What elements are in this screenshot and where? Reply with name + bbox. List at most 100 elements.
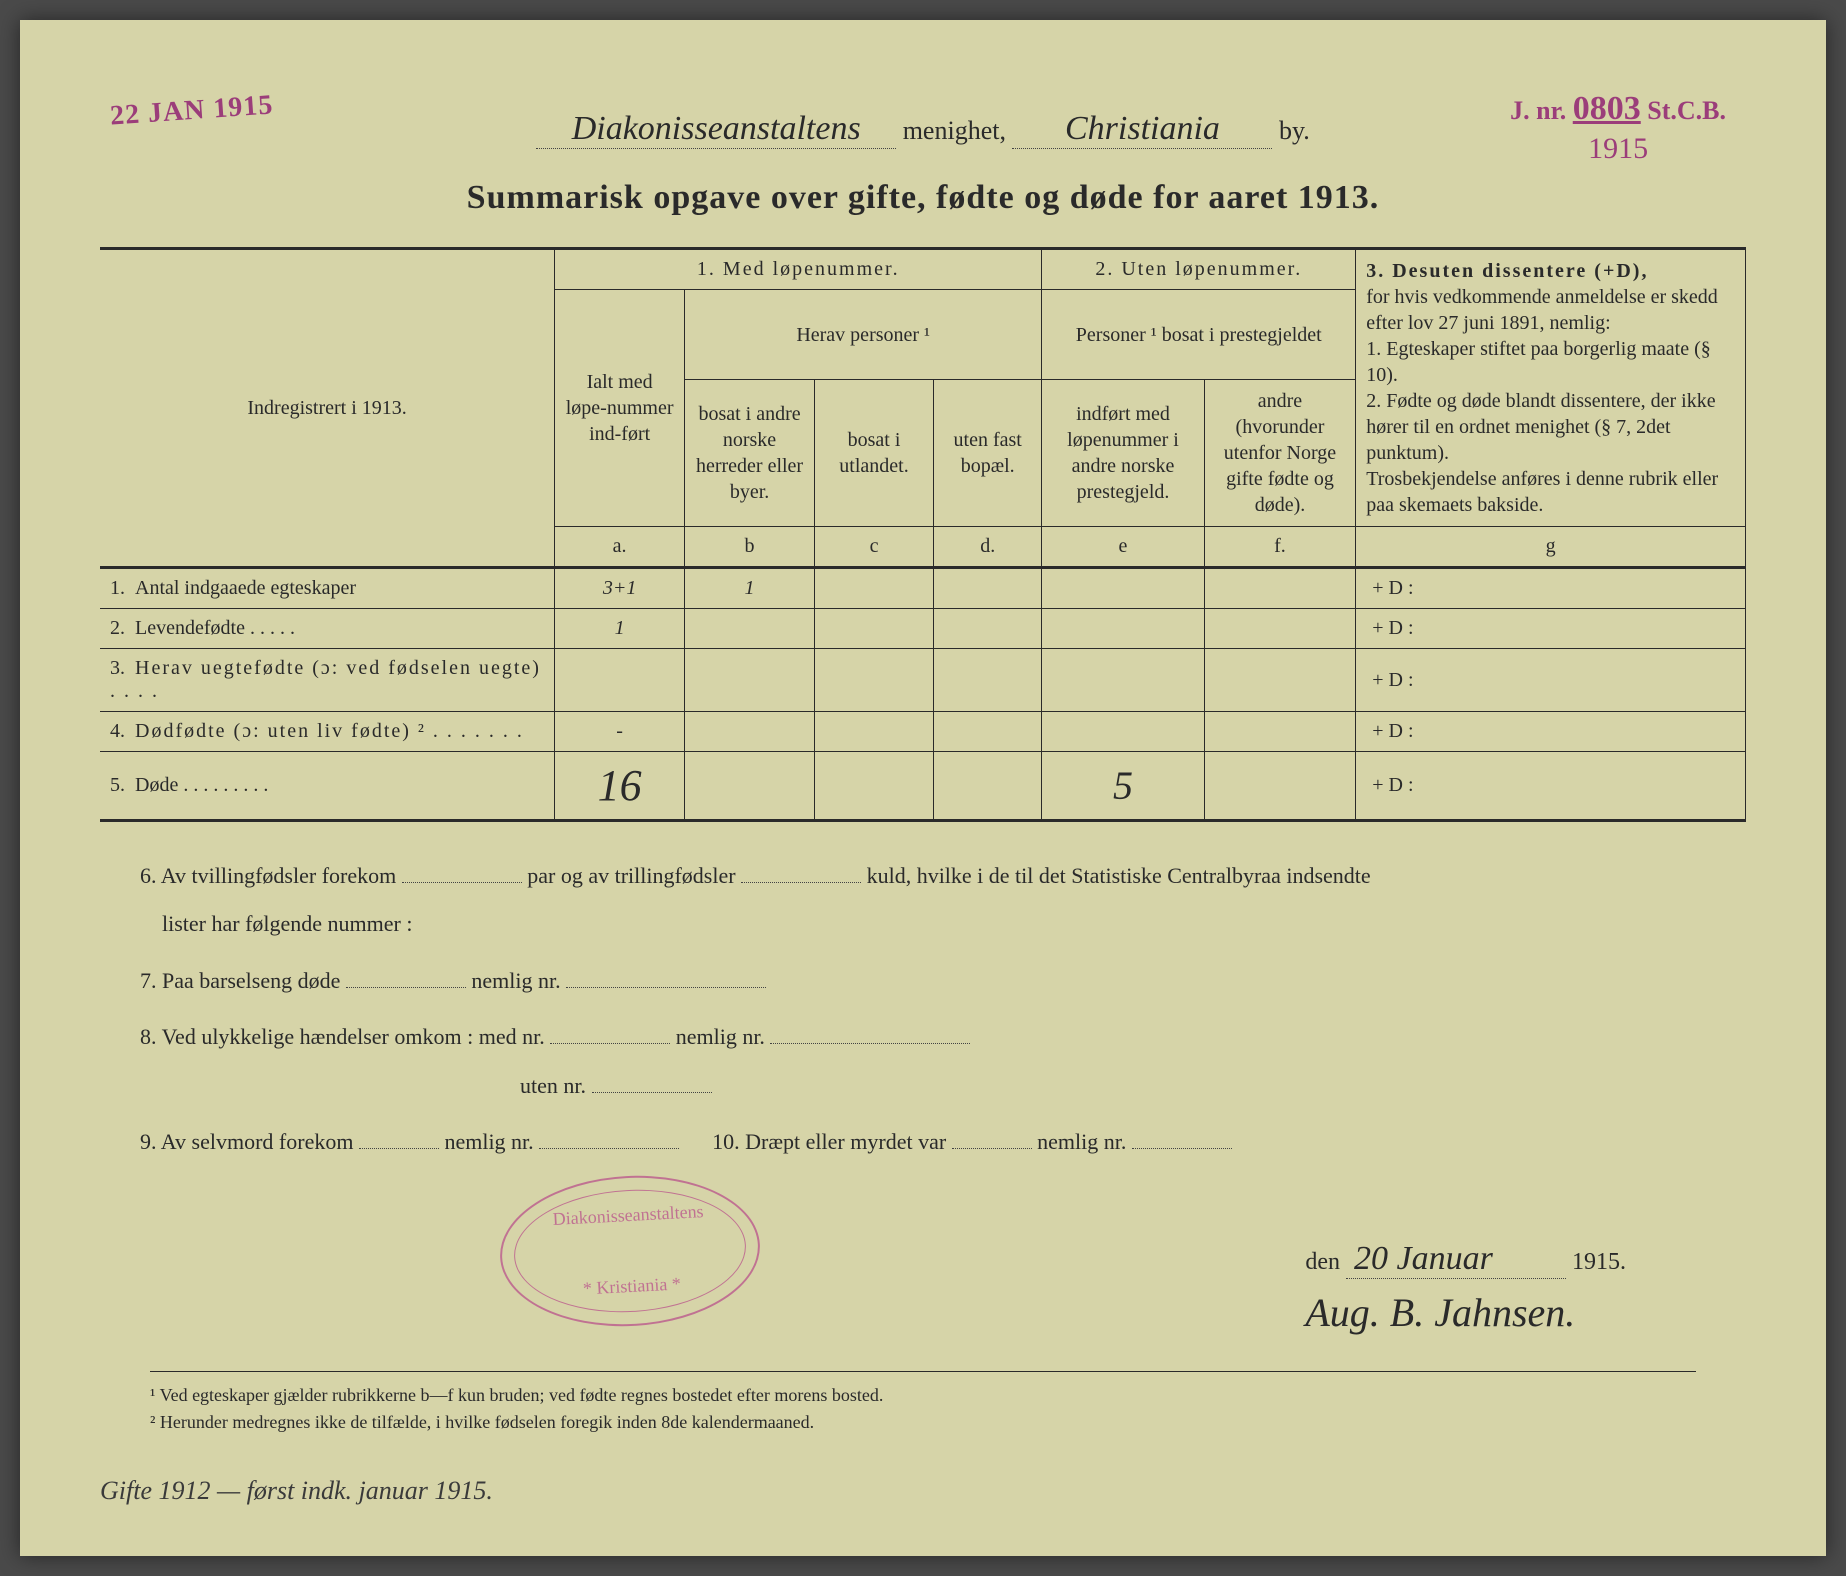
- blank-field: [741, 882, 861, 883]
- blank-field: [566, 987, 766, 988]
- signature-area: den 20 Januar 1915. Aug. B. Jahnsen.: [1305, 1240, 1626, 1336]
- footnotes: ¹ Ved egteskaper gjælder rubrikkerne b—f…: [150, 1371, 1696, 1436]
- cell-f: [1204, 712, 1356, 752]
- l8a: 8. Ved ulykkelige hændelser omkom : med …: [140, 1024, 545, 1049]
- table-row: 5. Døde . . . . . . . . . 16 5 + D :: [100, 752, 1746, 821]
- letter-c: c: [814, 527, 933, 568]
- letter-g: g: [1356, 527, 1746, 568]
- cell-a: -: [555, 712, 685, 752]
- row-num: 4.: [110, 720, 125, 742]
- cell-f: [1204, 609, 1356, 649]
- cell-c: [814, 649, 933, 712]
- letter-e: e: [1042, 527, 1204, 568]
- l6c: kuld, hvilke i de til det Statistiske Ce…: [867, 863, 1371, 888]
- blank-field: [346, 987, 466, 988]
- blank-field: [592, 1092, 712, 1093]
- nemlig-label: nemlig nr.: [676, 1024, 765, 1049]
- blank-field: [952, 1148, 1032, 1149]
- blank-field: [770, 1043, 970, 1044]
- row-num: 1.: [110, 577, 125, 599]
- row-num: 2.: [110, 617, 125, 639]
- cell-c: [814, 712, 933, 752]
- cell-b: [685, 609, 815, 649]
- row-label-text: Herav uegtefødte (ɔ: ved fødselen uegte)…: [110, 657, 541, 702]
- item-9-10: 9. Av selvmord forekom nemlig nr. 10. Dr…: [140, 1118, 1746, 1166]
- cell-d: [934, 712, 1042, 752]
- cell-e: 5: [1042, 752, 1204, 821]
- col-b-header: bosat i andre norske herreder eller byer…: [685, 380, 815, 527]
- row-num: 3.: [110, 657, 125, 679]
- nemlig-label: nemlig nr.: [471, 968, 560, 993]
- letter-d: d.: [934, 527, 1042, 568]
- col-c-header: bosat i utlandet.: [814, 380, 933, 527]
- cell-g: + D :: [1356, 568, 1746, 609]
- row-label-text: Dødfødte (ɔ: uten liv fødte) ² . . . . .…: [135, 720, 524, 742]
- stamp-line1: Diakonisseanstaltens: [552, 1201, 704, 1230]
- main-table: Indregistrert i 1913. 1. Med løpenummer.…: [100, 247, 1746, 822]
- l9: 9. Av selvmord forekom: [140, 1129, 353, 1154]
- cell-d: [934, 609, 1042, 649]
- lower-section: 6. Av tvillingfødsler forekom par og av …: [100, 852, 1746, 1166]
- blank-field: [539, 1148, 679, 1149]
- jnr-prefix: J. nr.: [1510, 96, 1566, 125]
- parish-handwritten: Diakonisseanstaltens: [536, 110, 896, 149]
- herav-header: Herav personer ¹: [685, 290, 1042, 380]
- year-label: 1915.: [1572, 1249, 1626, 1275]
- cell-c: [814, 752, 933, 821]
- journal-number-stamp: J. nr. 0803 St.C.B. 1915: [1510, 90, 1726, 166]
- cell-f: [1204, 752, 1356, 821]
- letter-f: f.: [1204, 527, 1356, 568]
- row-num: 5.: [110, 774, 125, 796]
- item-8: 8. Ved ulykkelige hændelser omkom : med …: [140, 1013, 1746, 1110]
- bottom-handwritten-note: Gifte 1912 — først indk. januar 1915.: [100, 1476, 493, 1506]
- blank-field: [550, 1043, 670, 1044]
- cell-a: 1: [555, 609, 685, 649]
- col-a-header: Ialt med løpe-nummer ind-ført: [555, 290, 685, 527]
- l8b: uten nr.: [520, 1073, 586, 1098]
- cell-g: + D :: [1356, 752, 1746, 821]
- col-f-header: andre (hvorunder utenfor Norge gifte fød…: [1204, 380, 1356, 527]
- nemlig-label: nemlig nr.: [1037, 1129, 1126, 1154]
- table-row: 4. Dødfødte (ɔ: uten liv fødte) ² . . . …: [100, 712, 1746, 752]
- jnr-year: 1915: [1510, 132, 1726, 166]
- nemlig-label: nemlig nr.: [444, 1129, 533, 1154]
- table-row: 2. Levendefødte . . . . . 1 + D :: [100, 609, 1746, 649]
- cell-a: 3+1: [555, 568, 685, 609]
- group3-cell: 3. Desuten dissentere (+D), for hvis ved…: [1356, 249, 1746, 527]
- group2-title: 2. Uten løpenummer.: [1042, 249, 1356, 290]
- cell-e: [1042, 649, 1204, 712]
- cell-d: [934, 649, 1042, 712]
- cell-b: [685, 752, 815, 821]
- stamp-line2: * Kristiania *: [582, 1273, 681, 1299]
- cell-g: + D :: [1356, 712, 1746, 752]
- cell-a: 16: [555, 752, 685, 821]
- cell-f: [1204, 649, 1356, 712]
- cell-g: + D :: [1356, 649, 1746, 712]
- group3-title: 3. Desuten dissentere (+D),: [1366, 260, 1648, 282]
- cell-c: [814, 609, 933, 649]
- footnote-1: ¹ Ved egteskaper gjælder rubrikkerne b—f…: [150, 1382, 1696, 1409]
- document-page: 22 JAN 1915 J. nr. 0803 St.C.B. 1915 Dia…: [20, 20, 1826, 1556]
- table-row: 1. Antal indgaaede egteskaper 3+1 1 + D …: [100, 568, 1746, 609]
- col-e-header: indført med løpenummer i andre norske pr…: [1042, 380, 1204, 527]
- footnote-2: ² Herunder medregnes ikke de tilfælde, i…: [150, 1409, 1696, 1436]
- letter-b: b: [685, 527, 815, 568]
- cell-b: [685, 649, 815, 712]
- oval-stamp: Diakonisseanstaltens * Kristiania *: [496, 1169, 763, 1332]
- cell-b: 1: [685, 568, 815, 609]
- header-line: Diakonisseanstaltens menighet, Christian…: [100, 110, 1746, 149]
- l6b: par og av trillingfødsler: [527, 863, 735, 888]
- letter-a: a.: [555, 527, 685, 568]
- cell-e: [1042, 609, 1204, 649]
- signature: Aug. B. Jahnsen.: [1305, 1289, 1626, 1336]
- l6a: 6. Av tvillingfødsler forekom: [140, 863, 396, 888]
- row-label-text: Døde . . . . . . . . .: [135, 774, 268, 796]
- left-header: Indregistrert i 1913.: [100, 249, 555, 568]
- jnr-suffix: St.C.B.: [1647, 96, 1726, 125]
- cell-b: [685, 712, 815, 752]
- cell-a: [555, 649, 685, 712]
- l6d: lister har følgende nummer :: [162, 911, 412, 936]
- item-6: 6. Av tvillingfødsler forekom par og av …: [140, 852, 1746, 949]
- table-row: 3. Herav uegtefødte (ɔ: ved fødselen ueg…: [100, 649, 1746, 712]
- col-d-header: uten fast bopæl.: [934, 380, 1042, 527]
